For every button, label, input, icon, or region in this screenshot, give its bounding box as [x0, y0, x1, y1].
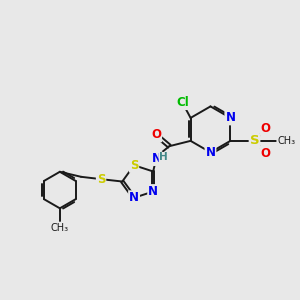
Text: O: O [151, 128, 161, 142]
Text: N: N [152, 152, 161, 165]
Text: S: S [130, 159, 138, 172]
Text: O: O [261, 122, 271, 135]
Text: Cl: Cl [176, 96, 189, 109]
Text: CH₃: CH₃ [277, 136, 295, 146]
Text: N: N [225, 111, 236, 124]
Text: CH₃: CH₃ [51, 223, 69, 233]
Text: S: S [97, 173, 105, 186]
Text: N: N [206, 146, 215, 159]
Text: H: H [159, 152, 168, 162]
Text: N: N [148, 185, 158, 198]
Text: S: S [250, 134, 259, 147]
Text: N: N [129, 191, 139, 204]
Text: O: O [261, 147, 271, 160]
